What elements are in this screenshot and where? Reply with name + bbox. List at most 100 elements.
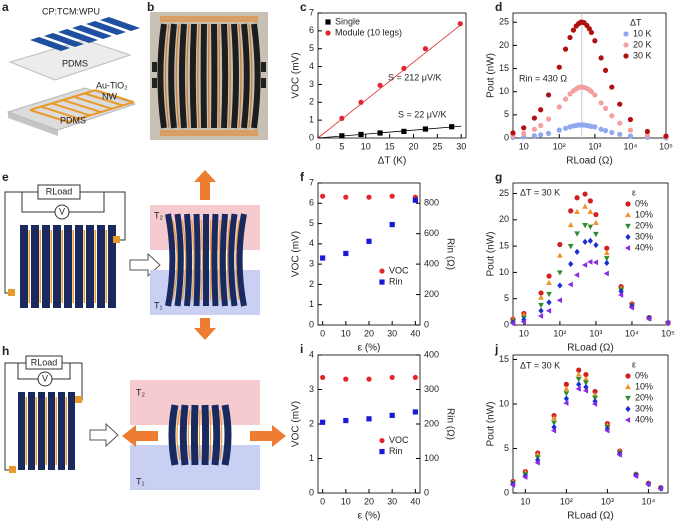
marker xyxy=(563,400,569,406)
contact xyxy=(9,466,16,473)
marker xyxy=(422,46,429,52)
marker xyxy=(592,38,598,44)
strain-arrow xyxy=(194,318,216,340)
schematic-label: V xyxy=(42,373,48,383)
legend-label: 10% xyxy=(635,381,653,391)
marker xyxy=(603,270,609,277)
marker xyxy=(592,124,598,130)
te-leg xyxy=(68,392,75,470)
x-tick-label: 10⁴ xyxy=(623,141,637,151)
marker xyxy=(546,279,552,286)
marker xyxy=(534,459,540,466)
marker xyxy=(583,383,589,391)
te-leg xyxy=(221,404,232,466)
electrode-line xyxy=(235,219,240,301)
marker xyxy=(538,290,544,296)
y-tick-label: 1 xyxy=(309,299,314,309)
marker xyxy=(602,105,609,111)
marker xyxy=(582,191,588,197)
schematic-label: Au-TiO₂ xyxy=(96,80,128,90)
electrode-line xyxy=(172,219,178,301)
electrode-line xyxy=(248,23,253,129)
marker xyxy=(598,55,604,61)
marker xyxy=(320,374,326,381)
marker xyxy=(401,65,407,71)
te-leg xyxy=(53,225,61,308)
x-tick-label: 10 xyxy=(341,496,351,506)
marker xyxy=(509,320,516,327)
te-leg xyxy=(58,392,65,470)
schematic-label: NW xyxy=(102,91,117,101)
schematic-label: V xyxy=(59,206,65,216)
x-tick-label: 10 xyxy=(341,328,351,338)
marker xyxy=(582,222,588,229)
polymer-strip xyxy=(100,17,140,31)
polymer-strip xyxy=(44,33,84,47)
y-tick-label: 5 xyxy=(504,443,509,453)
y-tick-label: 25 xyxy=(499,17,509,27)
marker xyxy=(545,116,552,122)
marker xyxy=(366,416,372,422)
voltmeter xyxy=(37,371,53,387)
electrode xyxy=(261,62,266,72)
y-tick-label: 5 xyxy=(504,109,509,119)
marker xyxy=(567,34,573,41)
y2-tick-label: 400 xyxy=(424,349,439,359)
electrode-line xyxy=(72,230,74,303)
marker xyxy=(537,313,544,319)
electrode-line xyxy=(191,219,195,301)
legend-label: 10% xyxy=(635,209,653,219)
y-tick-label: 5 xyxy=(504,293,509,303)
legend-label: VOC xyxy=(389,435,409,445)
marker xyxy=(573,272,580,278)
marker xyxy=(581,262,588,268)
panel-label: b xyxy=(147,0,154,14)
electrode-line xyxy=(83,230,85,303)
marker xyxy=(531,115,538,121)
strain-arrow xyxy=(122,425,158,447)
legend-marker xyxy=(625,233,631,241)
arrow xyxy=(89,422,119,448)
marker xyxy=(457,21,463,27)
marker xyxy=(563,385,570,391)
legend-label: Rin xyxy=(389,446,403,456)
electrode-line xyxy=(73,95,113,110)
marker xyxy=(604,425,611,433)
tape xyxy=(160,130,258,136)
legend-label: 40% xyxy=(635,242,653,252)
x-tick-label: 40 xyxy=(410,496,420,506)
marker xyxy=(412,197,418,203)
marker xyxy=(551,415,557,421)
legend-marker xyxy=(625,201,631,207)
marker xyxy=(545,307,552,314)
marker xyxy=(538,107,544,113)
marker xyxy=(593,211,599,218)
marker xyxy=(582,203,588,209)
marker xyxy=(339,115,345,121)
x-tick-label: 20 xyxy=(364,496,374,506)
electrode-line xyxy=(35,397,37,465)
electrode-line xyxy=(65,397,67,465)
y-tick-label: 0 xyxy=(504,132,509,142)
y-tick-label: 10 xyxy=(499,267,509,277)
marker xyxy=(567,91,573,97)
y-tick-label: 10 xyxy=(499,86,509,96)
marker xyxy=(567,221,574,228)
legend-marker xyxy=(379,279,385,285)
marker xyxy=(557,270,563,276)
legend-label: 30 K xyxy=(633,50,652,60)
te-leg xyxy=(236,213,247,307)
marker xyxy=(538,294,544,300)
legend-label: 30% xyxy=(635,403,653,413)
electrode-line xyxy=(51,102,91,117)
polymer-strip xyxy=(86,21,126,35)
electrode-line xyxy=(28,230,30,303)
marker xyxy=(618,288,624,295)
marker xyxy=(604,245,610,251)
te-leg xyxy=(251,23,261,129)
y-tick-label: 3 xyxy=(309,384,314,394)
electrode-line xyxy=(209,409,212,461)
te-leg xyxy=(28,392,35,470)
electrode-line xyxy=(198,409,201,461)
